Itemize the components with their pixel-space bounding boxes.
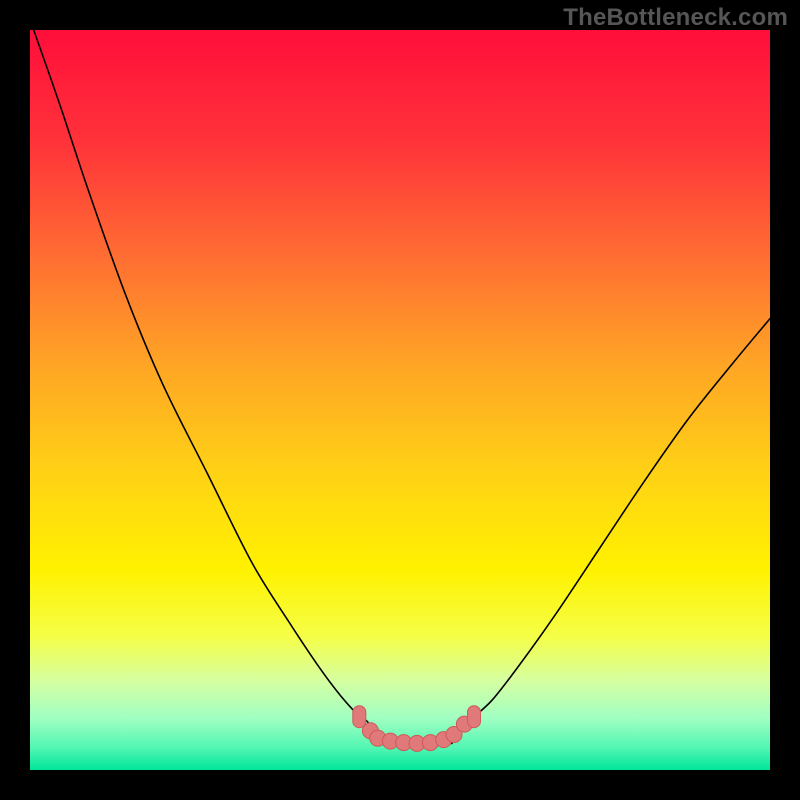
bottleneck-chart: TheBottleneck.com [0,0,800,800]
attribution-text: TheBottleneck.com [563,4,788,32]
chart-svg [0,0,800,800]
